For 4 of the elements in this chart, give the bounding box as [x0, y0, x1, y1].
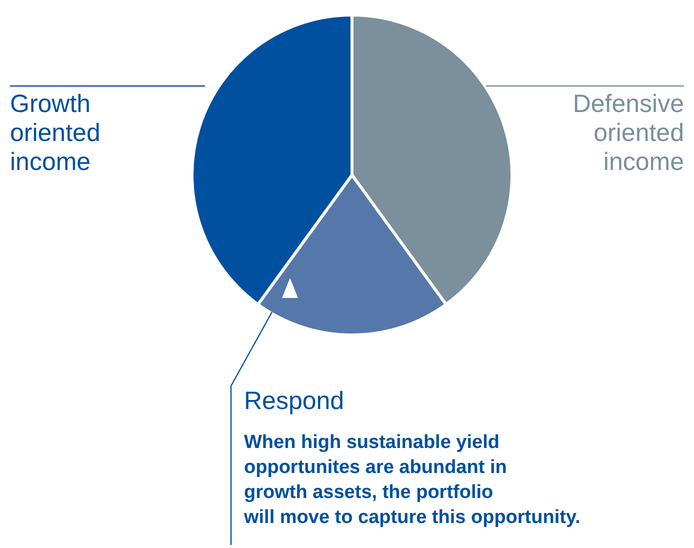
slice-label: Growth oriented income: [10, 90, 102, 177]
text: When high sustainable yield opportunites are abundant in growth assets, the portfolio will move to capture this opportunity.: [244, 431, 582, 530]
slice-label: Respond: [244, 387, 346, 416]
slice-label: Defensive oriented income: [572, 90, 684, 177]
